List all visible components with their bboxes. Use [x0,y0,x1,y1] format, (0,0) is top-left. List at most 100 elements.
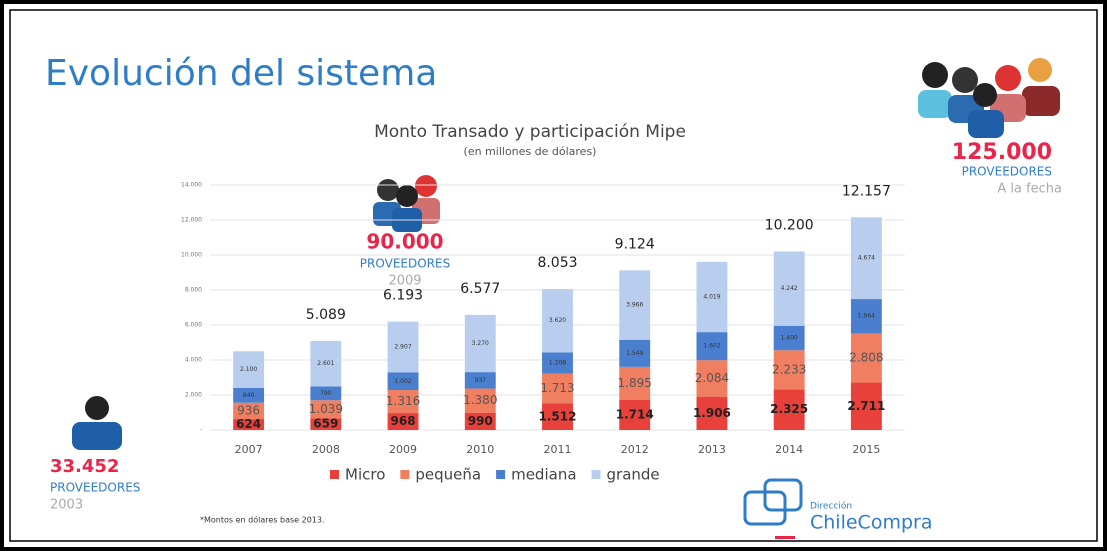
person-icon [72,396,122,450]
callout-number: 90.000 [366,230,443,254]
value-label: 3.270 [472,340,489,347]
value-label: 1.964 [858,313,875,320]
bar-segment [464,314,496,373]
bar-segment [310,400,342,419]
value-label: 2.601 [317,360,334,367]
bar-segment [619,270,651,340]
bar-segment [850,333,882,383]
value-label: 968 [391,414,416,428]
bar-segment [233,351,265,388]
bar-segment [619,400,651,430]
bar-segment [696,332,728,361]
callout-year: 2003 [50,498,83,513]
bar-segment [850,382,882,430]
bar-segment [464,388,496,413]
value-label: 1.400 [781,334,798,341]
y-tick-label: 2.000 [185,392,202,399]
x-tick-label: 2011 [544,443,572,456]
chart-subtitle: (en millones de dólares) [464,145,597,158]
y-tick-label: 4.000 [185,357,202,364]
bar-segment [850,217,882,300]
value-label: 4.019 [703,293,720,300]
x-tick-label: 2013 [698,443,726,456]
value-label: 2.100 [240,366,257,373]
total-label: 5.089 [306,307,346,323]
total-label: 8.053 [537,255,577,271]
bar-segment [696,360,728,397]
bar-segment [233,419,265,430]
total-label: 12.157 [842,183,891,199]
bar-segment [773,389,805,430]
callout-label: PROVEEDORES [50,481,140,495]
value-label: 1.713 [540,381,574,395]
value-label: 2.711 [847,399,885,413]
inner-frame [9,9,1098,542]
total-label: 6.193 [383,288,423,304]
bar-segment [387,390,419,414]
bar-segment [696,396,728,430]
bar-segment [850,299,882,334]
y-tick-label: - [200,427,202,434]
y-tick-label: 10.000 [181,252,202,259]
x-tick-label: 2007 [235,443,263,456]
value-label: 659 [313,417,338,431]
slide-title: Evolución del sistema [45,53,437,94]
callout-label: PROVEEDORES [360,257,450,271]
x-tick-label: 2009 [389,443,417,456]
legend-swatch [496,470,506,479]
value-label: 624 [236,417,261,431]
callout-label: PROVEEDORES [962,165,1052,179]
total-label: 6.577 [460,281,500,297]
people-icon-large [918,58,1060,138]
value-label: 1.380 [463,393,497,407]
x-tick-label: 2012 [621,443,649,456]
value-label: 1.512 [539,409,577,423]
value-label: 790 [320,390,332,397]
logo [743,478,803,539]
value-label: 4.674 [858,255,875,262]
bar-segment [696,261,728,333]
value-label: 1.549 [626,350,643,357]
value-label: 2.084 [695,371,729,385]
y-tick-label: 14.000 [181,182,202,189]
bar-segment [542,403,573,430]
value-label: 3.966 [626,302,643,309]
value-label: 2.907 [394,344,411,351]
x-tick-label: 2014 [775,443,803,456]
logo-name: ChileCompra [810,512,932,534]
legend-swatch [330,470,339,479]
bar-segment [310,386,342,401]
value-label: 3.620 [549,317,566,324]
legend-label: mediana [511,466,576,484]
bar-segment [310,418,342,430]
legend-swatch [591,470,601,479]
bar-segment [233,388,265,403]
value-label: 1.602 [703,343,720,350]
value-label: 4.242 [781,285,798,292]
y-tick-label: 8.000 [185,287,202,294]
chart-title: Monto Transado y participación Mipe [374,122,686,142]
callout-year: A la fecha [997,182,1062,197]
value-label: 936 [237,403,260,417]
value-label: 1.208 [549,359,566,366]
value-label: 2.808 [849,350,883,364]
bar-segment [773,325,805,351]
bar-segment [773,350,805,390]
bar-segment [233,402,265,420]
value-label: 1.906 [693,406,731,420]
bar-segment [619,366,651,401]
value-label: 937 [475,377,487,384]
bar-segment [542,373,573,404]
value-label: 2.233 [772,362,806,376]
bar-segment [387,321,419,373]
logo-top: Dirección [810,501,852,512]
callout-number: 33.452 [50,456,119,477]
value-label: 1.002 [394,378,411,385]
legend-swatch [400,470,410,479]
bar-segment [619,339,651,367]
callout-year: 2009 [388,274,421,289]
y-tick-label: 6.000 [185,322,202,329]
y-tick-label: 12.000 [181,217,202,224]
bar-segment [387,372,419,391]
